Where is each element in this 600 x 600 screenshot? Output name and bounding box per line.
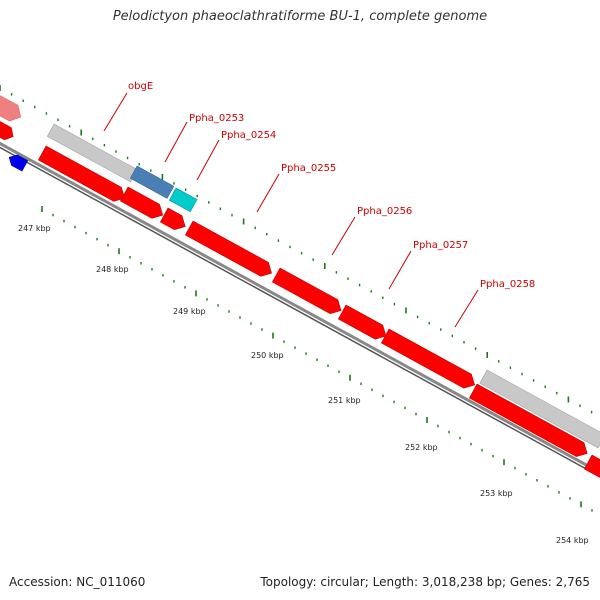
- gene-label-obgE: obgE: [128, 81, 153, 92]
- gene-label-Ppha_0258: Ppha_0258: [480, 279, 535, 290]
- kbp-label-250: 250 kbp: [251, 351, 284, 360]
- kbp-label-252: 252 kbp: [405, 443, 438, 452]
- tick-track-lower: [41, 206, 593, 512]
- label-leaders: [103, 92, 479, 328]
- genome-summary-text: Topology: circular; Length: 3,018,238 bp…: [260, 575, 590, 589]
- gene-label-Ppha_0254: Ppha_0254: [221, 130, 276, 141]
- gene-left-edge[interactable]: [0, 116, 17, 143]
- kbp-label-254: 254 kbp: [556, 536, 589, 545]
- gene-grey-right[interactable]: [479, 369, 600, 449]
- genome-backbone-shadow: [0, 146, 600, 478]
- kbp-label-251: 251 kbp: [328, 396, 361, 405]
- gene-red-3[interactable]: [159, 207, 189, 234]
- gene-Ppha_0256[interactable]: [271, 267, 345, 318]
- kbp-label-253: 253 kbp: [480, 489, 513, 498]
- gene-red-9[interactable]: [468, 383, 591, 460]
- kbp-label-248: 248 kbp: [96, 265, 129, 274]
- gene-Ppha_0257[interactable]: [337, 304, 390, 343]
- gene-Ppha_0253[interactable]: [129, 165, 175, 199]
- genome-title: Pelodictyon phaeoclathratiforme BU-1, co…: [112, 9, 488, 24]
- kbp-label-247: 247 kbp: [18, 224, 51, 233]
- gene-label-Ppha_0253: Ppha_0253: [189, 113, 244, 124]
- gene-blue[interactable]: [6, 152, 29, 172]
- tick-track-upper: [0, 85, 593, 414]
- accession-text: Accession: NC_011060: [9, 575, 146, 589]
- gene-label-Ppha_0256: Ppha_0256: [357, 206, 412, 217]
- gene-red-2[interactable]: [119, 186, 166, 222]
- gene-faded-left[interactable]: [0, 89, 25, 125]
- gene-label-Ppha_0257: Ppha_0257: [413, 240, 468, 251]
- gene-Ppha_0255[interactable]: [184, 220, 275, 280]
- gene-Ppha_0254[interactable]: [168, 187, 198, 213]
- gene-Ppha_0258[interactable]: [380, 328, 478, 392]
- kbp-label-249: 249 kbp: [173, 307, 206, 316]
- gene-red-1[interactable]: [37, 145, 128, 205]
- gene-red-10[interactable]: [583, 454, 600, 479]
- genome-backbone: [0, 141, 600, 475]
- gene-label-Ppha_0255: Ppha_0255: [281, 163, 336, 174]
